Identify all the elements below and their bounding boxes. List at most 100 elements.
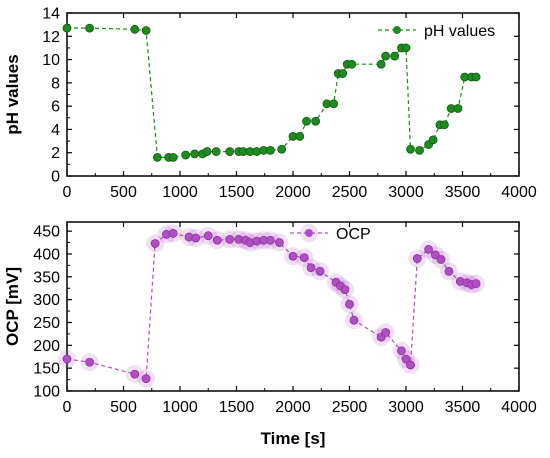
chart2-data-point bbox=[406, 360, 415, 370]
chart2-data-point bbox=[397, 346, 406, 356]
chart2-data-point bbox=[150, 239, 160, 248]
chart2-x-axis-title: Time [s] bbox=[261, 429, 326, 448]
chart1-data-point bbox=[211, 147, 221, 156]
chart1-data-point bbox=[168, 152, 178, 162]
chart1-data-point bbox=[338, 69, 348, 78]
chart2-data-point bbox=[349, 315, 359, 325]
chart1-y-tick-label: 0 bbox=[51, 169, 60, 186]
chart1-data-point bbox=[225, 147, 235, 156]
chart2-data-point bbox=[444, 266, 454, 276]
chart1-legend-label: pH values bbox=[424, 23, 495, 40]
chart1-data-point bbox=[471, 72, 481, 82]
chart2-x-tick-label: 2000 bbox=[275, 399, 311, 416]
chart1-y-tick-label: 4 bbox=[51, 122, 60, 139]
chart2-data-point bbox=[306, 263, 316, 273]
chart1-data-point bbox=[202, 147, 212, 156]
chart2-x-tick-label: 2500 bbox=[332, 399, 368, 416]
chart1-legend-marker bbox=[393, 26, 401, 34]
chart1-y-axis-title: pH values bbox=[3, 54, 22, 134]
chart1-data-point bbox=[453, 104, 463, 113]
chart1-data-point bbox=[302, 116, 311, 126]
chart2-legend-marker bbox=[305, 229, 313, 237]
chart1-x-tick-label: 2500 bbox=[332, 184, 368, 201]
chart2-data-point bbox=[424, 245, 434, 254]
chart1-y-tick-label: 8 bbox=[51, 75, 60, 92]
chart1-x-tick-label: 3000 bbox=[388, 184, 424, 201]
chart1-data-point bbox=[130, 24, 140, 34]
chart2-data-point bbox=[85, 357, 94, 367]
chart1-data-point bbox=[295, 132, 305, 141]
chart2-data-point bbox=[430, 250, 440, 260]
chart2-data-point bbox=[191, 233, 201, 243]
chart2-data-point bbox=[401, 354, 411, 364]
chart2-data-point bbox=[345, 299, 354, 309]
chart2-y-tick-label: 400 bbox=[33, 246, 60, 263]
chart2-y-tick-label: 300 bbox=[33, 292, 60, 309]
chart2-x-tick-label: 3000 bbox=[388, 399, 424, 416]
chart1-data-point bbox=[406, 144, 415, 154]
chart2-data-point bbox=[299, 253, 309, 263]
chart1-data-point bbox=[141, 26, 151, 35]
chart2-y-tick-label: 100 bbox=[33, 384, 60, 401]
chart2-y-tick-label: 350 bbox=[33, 269, 60, 286]
chart2-data-point bbox=[288, 251, 298, 261]
chart1-y-tick-label: 14 bbox=[42, 6, 60, 23]
chart1-data-point bbox=[62, 23, 72, 33]
chart2-data-point bbox=[130, 369, 140, 379]
chart1-data-point bbox=[181, 150, 191, 160]
chart1-x-tick-label: 2000 bbox=[275, 184, 311, 201]
chart1-data-point bbox=[440, 120, 449, 130]
chart1-data-point bbox=[347, 59, 357, 69]
chart2-legend-label: OCP bbox=[336, 226, 371, 243]
chart1-x-tick-label: 3500 bbox=[445, 184, 481, 201]
chart1-y-tick-label: 6 bbox=[51, 99, 60, 116]
chart1-data-point bbox=[329, 99, 339, 109]
chart1-data-point bbox=[152, 152, 162, 162]
chart2-x-tick-label: 4000 bbox=[501, 399, 537, 416]
chart2-x-tick-label: 0 bbox=[63, 399, 72, 416]
chart2-data-point bbox=[265, 235, 275, 245]
chart2-x-tick-label: 500 bbox=[110, 399, 137, 416]
chart2-data-point bbox=[340, 285, 350, 295]
chart2-data-point bbox=[436, 255, 446, 264]
chart1-data-point bbox=[381, 51, 391, 61]
chart2-data-point bbox=[381, 328, 391, 337]
chart1-data-point bbox=[311, 116, 321, 126]
chart1-x-tick-label: 1000 bbox=[162, 184, 198, 201]
chart1-data-point bbox=[415, 145, 424, 155]
chart2-x-tick-label: 3500 bbox=[445, 399, 481, 416]
chart1-series-line bbox=[67, 27, 477, 158]
chart2-x-tick-label: 1500 bbox=[219, 399, 255, 416]
chart1-x-tick-label: 500 bbox=[110, 184, 137, 201]
chart2-data-point bbox=[203, 231, 213, 241]
chart1-data-point bbox=[85, 23, 94, 33]
chart2-y-tick-label: 250 bbox=[33, 315, 60, 332]
chart1-data-point bbox=[428, 135, 438, 145]
chart1-data-point bbox=[265, 145, 275, 155]
chart1-data-point bbox=[401, 43, 411, 53]
chart2-data-point bbox=[225, 234, 235, 244]
chart1-data-point bbox=[190, 149, 200, 159]
chart2-data-point bbox=[315, 266, 325, 276]
chart2-group bbox=[58, 221, 520, 392]
chart2-data-point bbox=[141, 374, 151, 384]
chart1-x-tick-label: 0 bbox=[63, 184, 72, 201]
chart2-data-point bbox=[168, 229, 178, 238]
chart2-data-point bbox=[62, 354, 72, 364]
chart2-y-axis-title: OCP [mV] bbox=[3, 267, 22, 346]
chart1-data-point bbox=[376, 59, 386, 69]
chart1-y-tick-label: 10 bbox=[42, 52, 60, 69]
chart1-x-tick-label: 4000 bbox=[501, 184, 537, 201]
chart1-y-tick-label: 12 bbox=[42, 29, 60, 46]
chart2-x-tick-label: 1000 bbox=[162, 399, 198, 416]
chart1-data-point bbox=[390, 51, 400, 61]
chart2-y-tick-label: 200 bbox=[33, 338, 60, 355]
chart1-data-point bbox=[277, 144, 287, 154]
chart1-group bbox=[62, 12, 520, 177]
chart2-y-tick-label: 450 bbox=[33, 224, 60, 241]
chart1-y-tick-label: 2 bbox=[51, 145, 60, 162]
chart1-x-tick-label: 1500 bbox=[219, 184, 255, 201]
chart2-y-tick-label: 150 bbox=[33, 361, 60, 378]
